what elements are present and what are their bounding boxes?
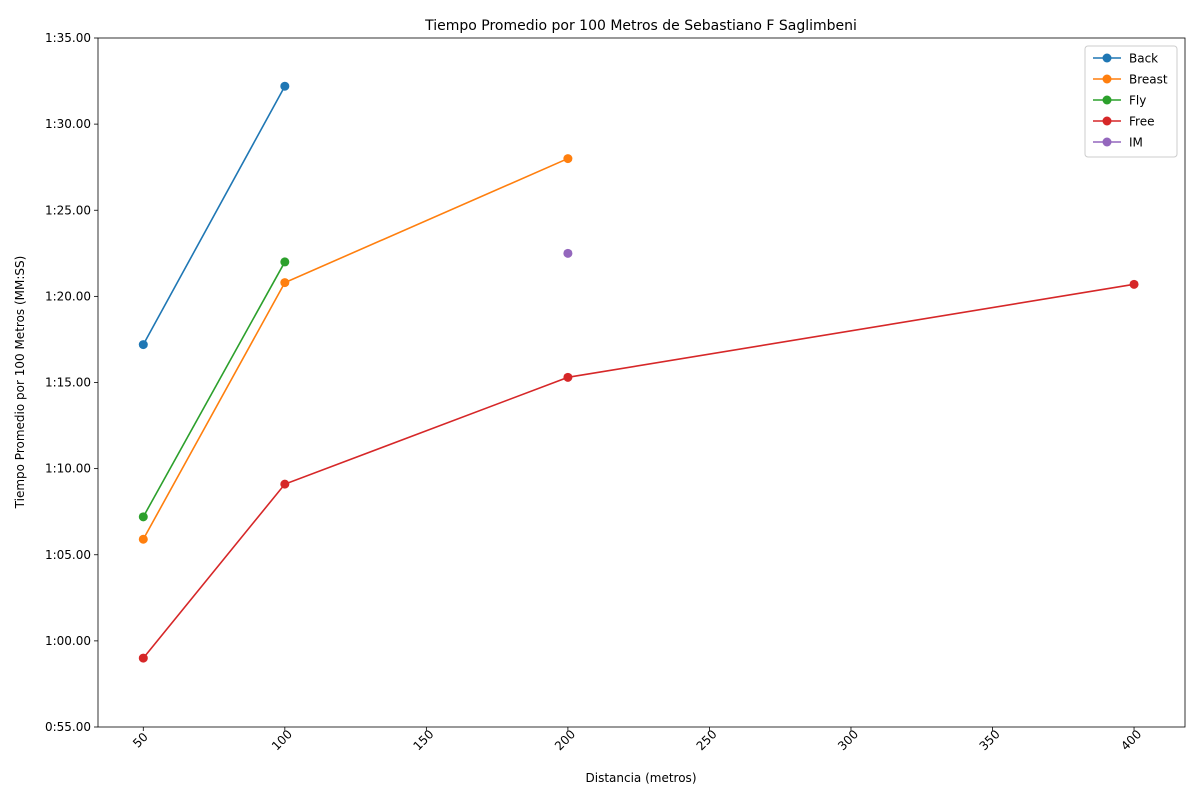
y-tick-label: 1:05.00	[45, 548, 91, 562]
data-point-free	[1129, 279, 1139, 289]
data-point-back	[280, 81, 290, 91]
legend-label: Fly	[1129, 94, 1146, 108]
y-tick-label: 1:30.00	[45, 117, 91, 131]
legend-box	[1084, 45, 1178, 158]
y-tick-label: 1:10.00	[45, 462, 91, 476]
series-line-free	[142, 283, 1135, 659]
legend-label: Free	[1129, 115, 1154, 129]
legend-label: Breast	[1129, 73, 1168, 87]
legend-label: IM	[1129, 136, 1143, 150]
legend-marker	[1102, 95, 1112, 105]
data-point-breast	[280, 278, 290, 288]
data-point-fly	[280, 257, 290, 267]
y-tick-label: 1:35.00	[45, 31, 91, 45]
data-point-fly	[138, 512, 148, 522]
chart-title: Tiempo Promedio por 100 Metros de Sebast…	[424, 18, 857, 34]
data-point-breast	[563, 154, 573, 164]
legend-marker	[1102, 74, 1112, 84]
data-point-im	[563, 248, 573, 258]
data-point-free	[280, 479, 290, 489]
data-point-back	[138, 340, 148, 350]
legend-marker	[1102, 53, 1112, 63]
legend: Back Breast Fly Free IM	[1084, 45, 1178, 158]
y-tick-label: 1:25.00	[45, 203, 91, 217]
legend-marker	[1102, 116, 1112, 126]
y-tick-label: 0:55.00	[45, 720, 91, 734]
y-tick-label: 1:20.00	[45, 289, 91, 303]
y-tick-label: 1:00.00	[45, 634, 91, 648]
legend-marker	[1102, 137, 1112, 147]
x-axis-label: Distancia (metros)	[586, 771, 697, 785]
y-tick-label: 1:15.00	[45, 376, 91, 390]
data-point-free	[138, 653, 148, 663]
legend-label: Back	[1129, 52, 1158, 66]
data-point-breast	[138, 534, 148, 544]
series-line-fly	[142, 261, 286, 518]
series-line-back	[142, 85, 286, 345]
data-point-free	[563, 372, 573, 382]
y-axis-label: Tiempo Promedio por 100 Metros (MM:SS)	[13, 256, 27, 510]
